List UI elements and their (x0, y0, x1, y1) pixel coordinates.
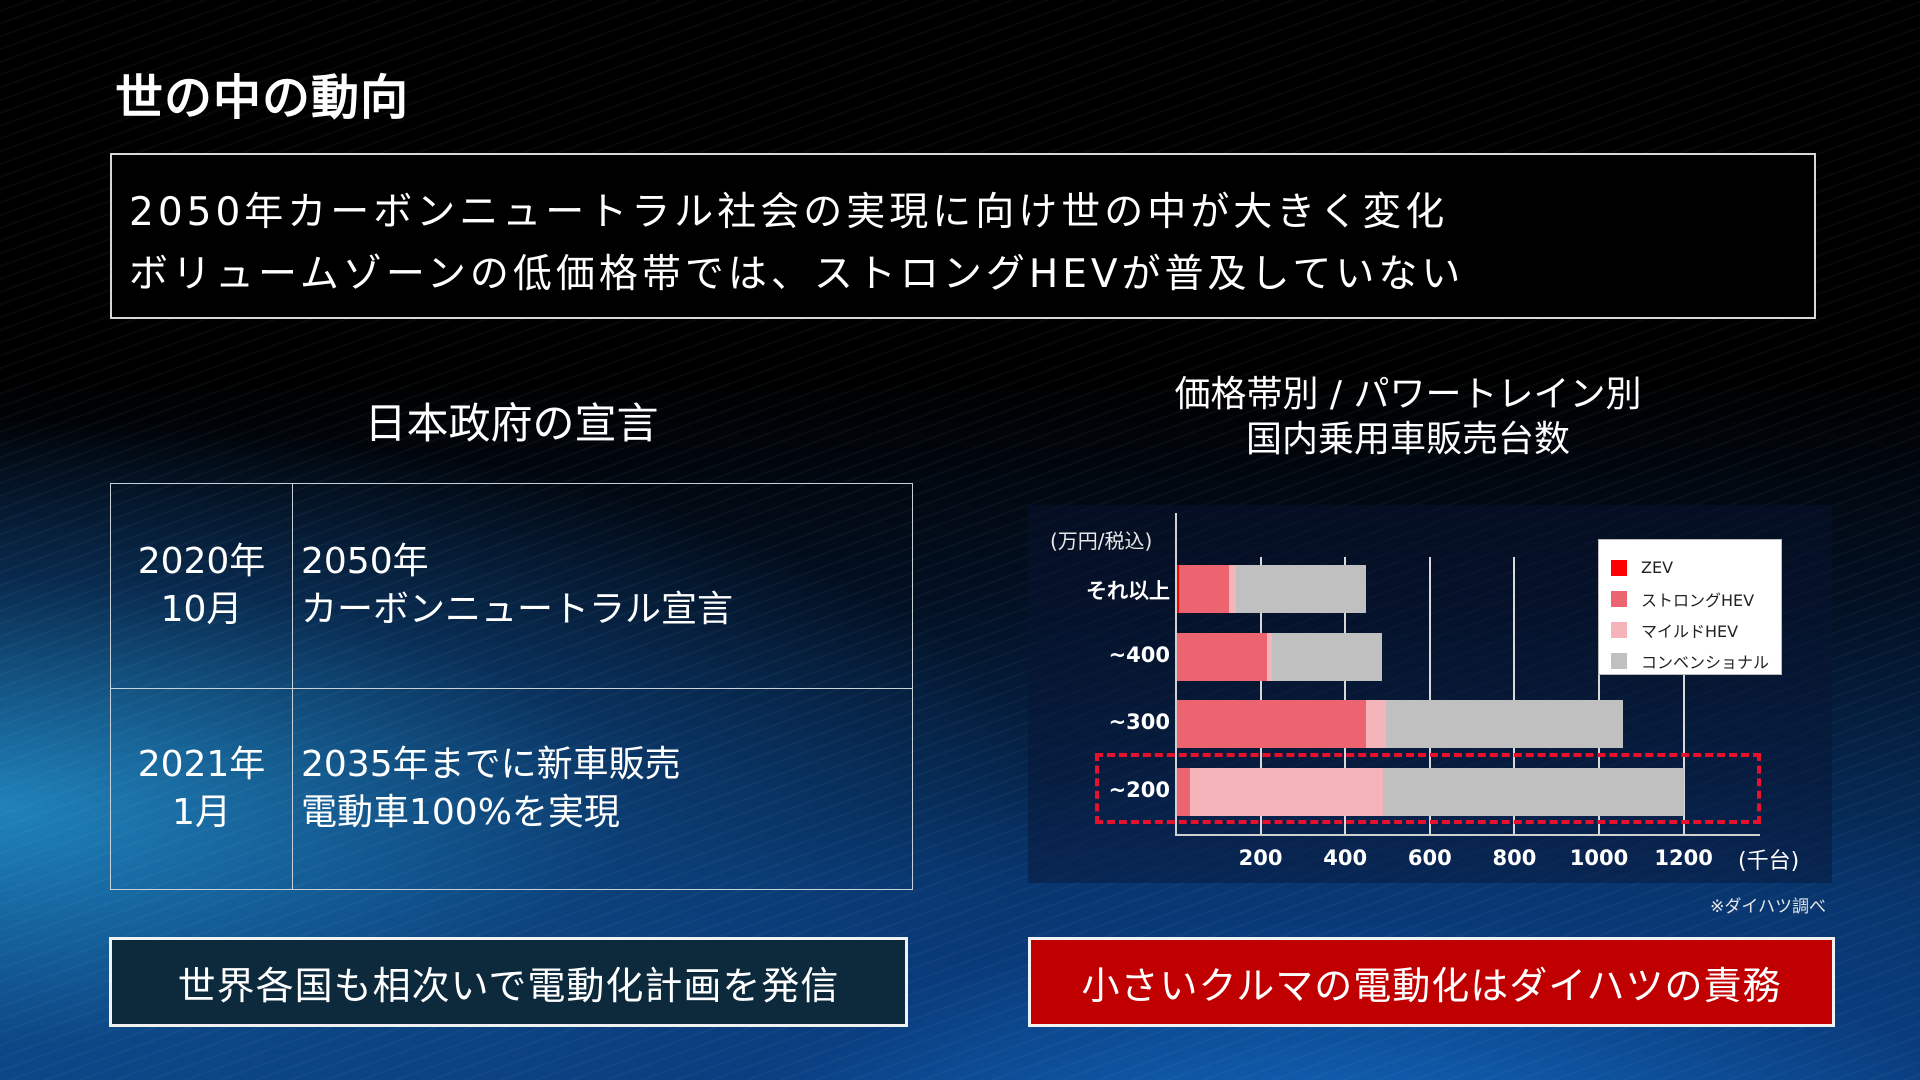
government-section-title: 日本政府の宣言 (364, 399, 659, 448)
bar-segment (1176, 633, 1267, 681)
gridline (1598, 557, 1600, 835)
declaration-description: 2035年までに新車販売 電動車100%を実現 (293, 689, 912, 889)
bar-segment (1179, 565, 1229, 613)
date-month: 10月 (160, 589, 243, 630)
declaration-description: 2050年 カーボンニュートラル宣言 (293, 484, 912, 688)
table-row: 2021年 1月 2035年までに新車販売 電動車100%を実現 (111, 689, 912, 889)
date-year: 2020年 (137, 541, 266, 582)
legend-swatch-icon (1611, 559, 1627, 576)
description-line: カーボンニュートラル宣言 (301, 589, 734, 630)
declaration-date: 2020年 10月 (111, 484, 293, 688)
callout-daihatsu-responsibility: 小さいクルマの電動化はダイハツの責務 (1028, 937, 1835, 1027)
bar-segment (1365, 700, 1386, 748)
x-tick-label: 1000 (1569, 846, 1629, 870)
bar-segment (1176, 768, 1190, 816)
legend-item-strong-hev: ストロングHEV (1611, 583, 1781, 614)
bar-segment (1228, 565, 1236, 613)
summary-line-1: 2050年カーボンニュートラル社会の実現に向け世の中が大きく変化 (129, 190, 1449, 235)
x-tick-label: 400 (1323, 846, 1368, 870)
description-line: 2035年までに新車販売 (301, 744, 681, 785)
x-axis-line (1175, 834, 1760, 836)
y-axis-unit-label: (万円/税込) (1050, 529, 1153, 553)
legend-label: マイルドHEV (1641, 621, 1739, 641)
highlight-dashed-box (1095, 753, 1761, 824)
declaration-date: 2021年 1月 (111, 689, 293, 889)
page-title: 世の中の動向 (115, 70, 410, 126)
gridline (1682, 557, 1685, 835)
y-axis-line (1175, 513, 1177, 836)
gridline (1513, 557, 1516, 835)
x-tick-label: 600 (1407, 846, 1452, 870)
bar-segment (1189, 768, 1383, 816)
gridline (1428, 557, 1431, 835)
x-tick-label: 200 (1238, 846, 1283, 870)
bar-segment (1272, 633, 1382, 681)
legend-label: ストロングHEV (1641, 590, 1755, 610)
y-category-label: ~200 (1108, 778, 1170, 802)
government-declaration-table: 2020年 10月 2050年 カーボンニュートラル宣言 2021年 1月 20… (110, 483, 913, 890)
table-row: 2020年 10月 2050年 カーボンニュートラル宣言 (111, 484, 912, 689)
x-tick-label: 1200 (1654, 846, 1713, 870)
callout-world-electrification: 世界各国も相次いで電動化計画を発信 (109, 937, 908, 1027)
description-line: 2050年 (301, 541, 429, 582)
chart-title: 価格帯別 / パワートレイン別 国内乗用車販売台数 (1030, 372, 1786, 462)
chart-title-line-1: 価格帯別 / パワートレイン別 (1174, 374, 1642, 415)
description-line: 電動車100%を実現 (301, 792, 620, 833)
x-axis-unit-label: (千台) (1738, 849, 1800, 874)
y-category-label: それ以上 (1086, 579, 1170, 603)
x-tick-label: 800 (1492, 846, 1537, 870)
legend-swatch-icon (1611, 621, 1627, 638)
gridline (1344, 557, 1347, 835)
bar-segment (1266, 633, 1272, 681)
legend-item-conventional: コンベンショナル (1611, 645, 1781, 676)
bar-segment (1176, 700, 1366, 748)
summary-box: 2050年カーボンニュートラル社会の実現に向け世の中が大きく変化 ボリュームゾー… (110, 153, 1816, 319)
chart-legend: ZEV ストロングHEV マイルドHEV コンベンショナル (1598, 539, 1782, 675)
summary-line-2: ボリュームゾーンの低価格帯では、ストロングHEVが普及していない (129, 252, 1465, 297)
bar-segment (1176, 565, 1180, 613)
date-month: 1月 (172, 792, 231, 833)
y-category-label: ~300 (1108, 710, 1170, 734)
legend-label: ZEV (1641, 558, 1674, 577)
bar-segment (1235, 565, 1367, 613)
chart-title-line-2: 国内乗用車販売台数 (1245, 419, 1570, 460)
legend-item-mild-hev: マイルドHEV (1611, 614, 1781, 645)
gridline (1259, 557, 1262, 835)
y-category-label: ~400 (1108, 643, 1170, 667)
bar-segment (1385, 700, 1623, 748)
bar-segment (1382, 768, 1685, 816)
legend-item-zev: ZEV (1611, 552, 1781, 583)
legend-swatch-icon (1611, 590, 1627, 607)
date-year: 2021年 (137, 744, 266, 785)
source-note: ※ダイハツ調べ (1710, 897, 1826, 917)
legend-label: コンベンショナル (1641, 652, 1770, 672)
legend-swatch-icon (1611, 652, 1627, 669)
